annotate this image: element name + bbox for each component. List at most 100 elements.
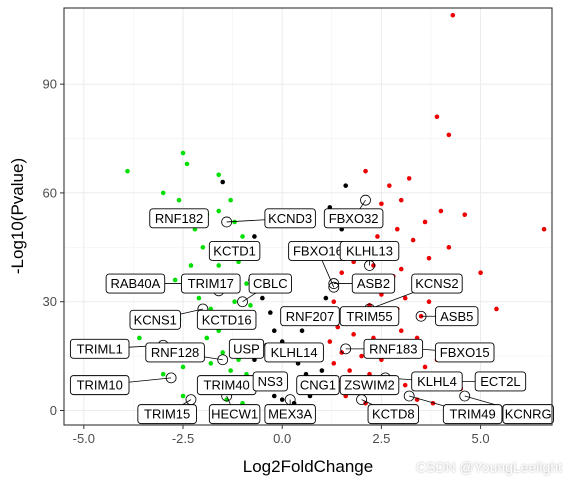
data-point — [172, 277, 178, 283]
gene-label-box — [411, 273, 463, 294]
gene-label-box — [339, 240, 400, 261]
gene-label-box — [264, 404, 316, 425]
gene-label: USP — [233, 341, 260, 356]
gene-label: KLHL13 — [346, 244, 393, 259]
gene-label-box — [474, 371, 527, 392]
data-point — [228, 368, 233, 373]
gene-label: ECT2L — [480, 374, 520, 389]
data-point — [327, 339, 333, 344]
data-point — [375, 234, 380, 239]
gene-label: RNF207 — [286, 309, 334, 324]
data-point — [398, 328, 404, 334]
x-tick-label: 0.0 — [273, 431, 291, 446]
gene-label: ASB2 — [357, 276, 390, 291]
gene-label: KCNRG — [505, 407, 552, 422]
data-point — [260, 295, 265, 301]
gene-label-box — [323, 208, 384, 229]
data-point — [299, 328, 305, 334]
x-tick-label: -2.5 — [172, 431, 194, 446]
gene-label: RNF182 — [155, 211, 203, 226]
highlight-ring — [237, 296, 248, 308]
gene-label: FBXO15 — [440, 345, 490, 360]
gene-label-box — [248, 273, 292, 294]
gene-label: KLHL14 — [271, 345, 318, 360]
data-point — [410, 237, 416, 243]
highlight-ring — [403, 390, 415, 402]
y-axis: 0 30 60 90 — [43, 77, 64, 418]
data-point — [398, 197, 404, 203]
gene-label-box — [502, 404, 554, 425]
gene-label: KCTD16 — [202, 312, 252, 327]
data-point — [394, 226, 400, 232]
gene-label: FBXO32 — [329, 211, 379, 226]
highlight-ring — [328, 281, 340, 293]
data-point — [402, 295, 408, 301]
data-point — [188, 263, 194, 268]
data-point — [248, 303, 253, 308]
data-point — [176, 197, 182, 203]
data-point — [323, 295, 329, 301]
data-point — [398, 266, 404, 272]
data-point — [319, 368, 325, 373]
data-point — [339, 270, 345, 276]
data-point — [363, 168, 368, 174]
gene-label-box — [339, 375, 400, 396]
data-point — [125, 168, 130, 174]
data-point — [331, 361, 337, 366]
gene-label: KCND3 — [268, 211, 312, 226]
data-point — [184, 161, 190, 167]
data-point — [446, 132, 452, 138]
data-point — [196, 295, 202, 301]
gene-label: ASB5 — [440, 309, 473, 324]
data-point — [216, 172, 222, 178]
data-point — [220, 179, 225, 185]
gene-label: TRIM17 — [188, 276, 234, 291]
highlight-ring — [360, 194, 371, 206]
data-point — [402, 382, 408, 388]
gene-label-box — [411, 371, 463, 392]
data-point — [387, 183, 392, 188]
data-point — [422, 364, 428, 370]
data-point — [240, 234, 245, 239]
highlight-ring — [459, 390, 471, 402]
gene-label: KCNS2 — [415, 276, 458, 291]
y-tick-label: 60 — [43, 185, 57, 200]
data-point — [434, 114, 440, 120]
data-point — [180, 393, 186, 399]
gene-label: TRIML1 — [77, 341, 123, 356]
gene-label-box — [149, 208, 209, 229]
data-point — [347, 368, 352, 373]
gene-label: TRIM55 — [346, 309, 392, 324]
x-tick-label: -5.0 — [73, 431, 95, 446]
gene-label: TRIM10 — [77, 378, 123, 393]
y-tick-label: 0 — [50, 403, 57, 418]
data-point — [216, 208, 222, 214]
gene-label-box — [367, 404, 420, 425]
x-axis-title: Log2FoldChange — [243, 457, 373, 476]
data-point — [137, 335, 142, 341]
highlight-ring — [221, 216, 233, 228]
gene-label-box — [145, 342, 205, 363]
data-point — [216, 263, 222, 268]
gene-label: KLHL4 — [417, 374, 457, 389]
gene-label: TRIM40 — [204, 378, 250, 393]
gene-label-box — [69, 338, 130, 359]
data-point — [180, 364, 186, 370]
highlight-ring — [328, 278, 340, 289]
data-point — [268, 310, 273, 315]
gene-label-box — [435, 306, 479, 327]
highlight-ring — [165, 372, 177, 384]
gene-labels: RNF182 KCND3 FBXO32 KCTD1 FBXO16 KLHL13 RAB40A… — [69, 208, 554, 425]
gene-label: TRIM15 — [144, 407, 190, 422]
gene-label: NS3 — [258, 374, 283, 389]
gene-label-box — [69, 375, 130, 396]
gene-label: CBLC — [253, 276, 288, 291]
data-point — [343, 183, 348, 188]
data-point — [204, 335, 210, 341]
gene-label: TRIM49 — [450, 407, 496, 422]
gene-label-box — [208, 404, 261, 425]
y-tick-label: 90 — [43, 77, 57, 92]
data-point — [208, 361, 214, 366]
gene-label: RAB40A — [110, 276, 160, 291]
